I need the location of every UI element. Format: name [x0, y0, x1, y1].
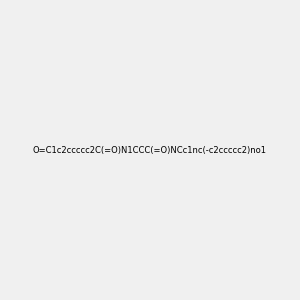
Text: O=C1c2ccccc2C(=O)N1CCC(=O)NCc1nc(-c2ccccc2)no1: O=C1c2ccccc2C(=O)N1CCC(=O)NCc1nc(-c2cccc…	[33, 146, 267, 154]
